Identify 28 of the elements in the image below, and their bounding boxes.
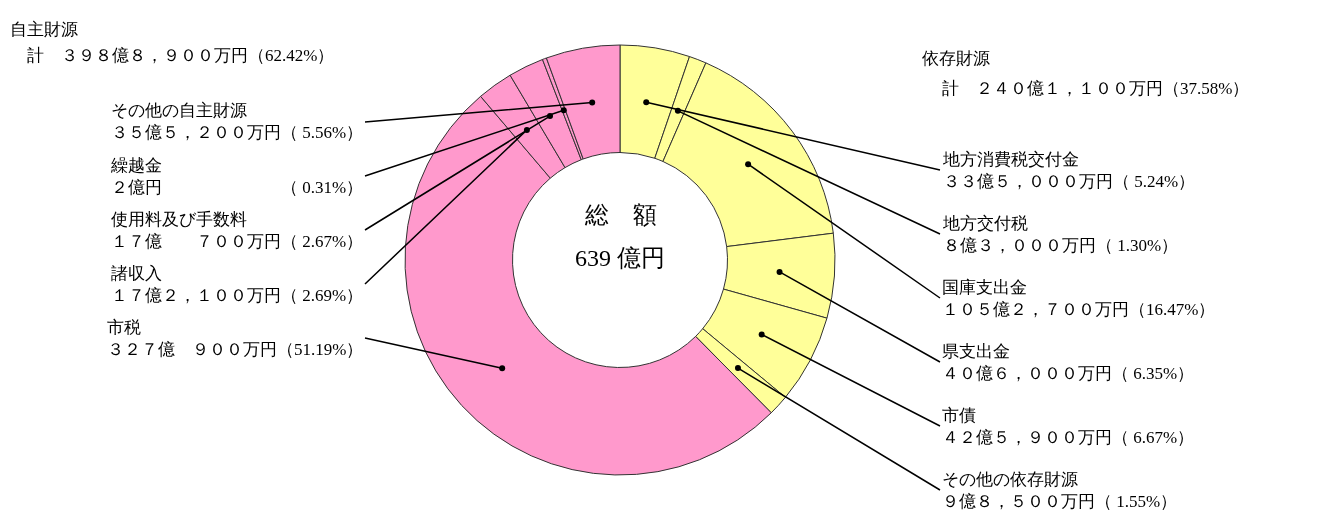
data-label: ３３億５，０００万円（ 5.24%）	[943, 172, 1196, 192]
data-label: １０５億２，７００万円（16.47%）	[942, 300, 1216, 320]
text: 依存財源	[922, 49, 990, 68]
slice-label: 県支出金	[942, 342, 1010, 361]
slice-label: 繰越金	[110, 156, 162, 175]
slice-label: その他の自主財源	[111, 101, 247, 120]
slice-label: 地方交付税	[942, 214, 1028, 233]
data-label: ３５億５，２００万円（ 5.56%）	[111, 123, 364, 143]
text: 自主財源	[10, 20, 78, 39]
data-label: ９億８，５００万円（ 1.55%）	[942, 492, 1178, 512]
text: 計 ２４０億１，１００万円（37.58%）	[942, 79, 1250, 98]
data-label: １７億 ７００万円（ 2.67%）	[111, 232, 364, 252]
slice-label: 使用料及び手数料	[111, 210, 247, 229]
slice-label: 市債	[942, 406, 976, 425]
text: 総 額	[584, 202, 657, 228]
slice-label: 地方消費税交付金	[942, 150, 1079, 169]
text: 639 億円	[575, 245, 665, 271]
data-label: ４０億６，０００万円（ 6.35%）	[942, 364, 1195, 384]
data-label: ３２７億 ９００万円（51.19%）	[107, 340, 364, 360]
data-label: ８億３，０００万円（ 1.30%）	[943, 236, 1179, 256]
data-label: ４２億５，９００万円（ 6.67%）	[942, 428, 1195, 448]
data-label: １７億２，１００万円（ 2.69%）	[111, 286, 364, 306]
slice-label: その他の依存財源	[942, 470, 1078, 489]
text: 計 ３９８億８，９００万円（62.42%）	[27, 46, 335, 65]
slice-label: 諸収入	[111, 264, 162, 283]
data-label: ２億円 （ 0.31%）	[111, 178, 364, 198]
slice-label: 市税	[107, 318, 141, 337]
slice-label: 国庫支出金	[942, 278, 1027, 297]
